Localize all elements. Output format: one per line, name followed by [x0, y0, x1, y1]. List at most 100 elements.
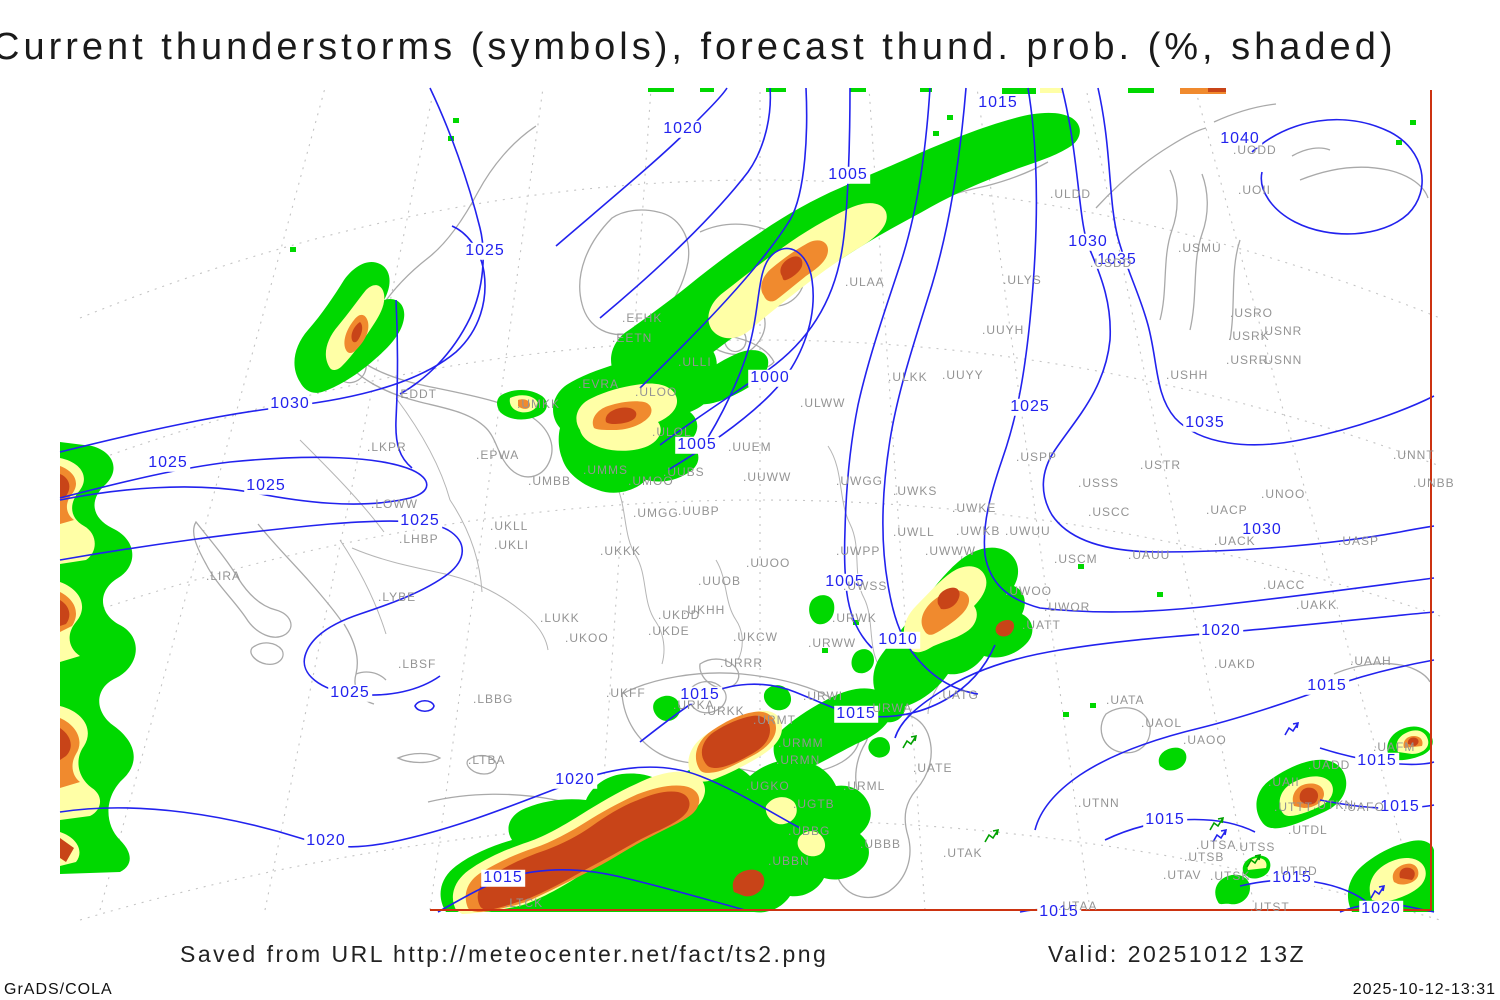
station-id-label: .UMKK — [517, 397, 561, 411]
station-id-label: .UKDD — [658, 608, 701, 622]
domain-border — [430, 90, 1432, 911]
station-id-label: .UKCW — [733, 630, 778, 644]
station-id-label: .ULAA — [845, 275, 885, 289]
station-id-label: .URML — [843, 779, 886, 793]
small-shading-dot — [1063, 712, 1069, 717]
station-id-label: .UGTB — [793, 797, 835, 811]
station-id-label: .ULOL — [652, 425, 692, 439]
station-id-label: .UAUU — [1128, 548, 1171, 562]
station-id-label: .LYBE — [378, 590, 417, 604]
station-id-label: .USNN — [1260, 353, 1303, 367]
station-id-label: .UUYY — [942, 368, 984, 382]
station-id-label: .UWUU — [1005, 524, 1051, 538]
small-shading-dot — [453, 118, 459, 123]
station-id-label: .EFHK — [622, 311, 663, 325]
station-id-label: .UKDE — [648, 624, 690, 638]
thunderstorm-symbol — [984, 828, 1000, 843]
station-id-label: .UKLI — [494, 538, 530, 552]
thunderstorm-symbol — [1212, 828, 1228, 843]
station-id-label: .UNOO — [1261, 487, 1306, 501]
isobar-label: 1025 — [463, 241, 507, 260]
station-id-label: .UAKD — [1214, 657, 1256, 671]
station-id-label: .UTTT — [1274, 800, 1313, 814]
isobar-label: 1005 — [826, 165, 870, 184]
station-id-label: .UASP — [1338, 534, 1380, 548]
isobar-label: 1020 — [1359, 899, 1403, 918]
isobar-label: 1025 — [146, 453, 190, 472]
isobar-label: 1025 — [398, 511, 442, 530]
page-title: Current thunderstorms (symbols), forecas… — [0, 26, 1397, 68]
station-id-label: .EDDT — [396, 387, 437, 401]
station-id-label: .UWGG — [836, 474, 883, 488]
station-id-label: .LKPR — [367, 440, 407, 454]
station-id-label: .UACP — [1206, 503, 1248, 517]
station-id-label: .UTAV — [1163, 868, 1202, 882]
small-shading-dot — [822, 648, 828, 653]
isobar-label: 1020 — [304, 831, 348, 850]
station-id-label: .UWKB — [956, 524, 1001, 538]
station-id-label: .LOWW — [371, 497, 418, 511]
station-id-label: .EPWA — [476, 448, 520, 462]
station-id-label: .UAFM — [1373, 740, 1416, 754]
station-id-label: .UAOO — [1183, 733, 1227, 747]
isobar-label: 1015 — [834, 704, 878, 723]
isobar-label: 1035 — [1183, 413, 1227, 432]
station-id-label: .UMMS — [583, 463, 628, 477]
station-id-label: .URWA — [868, 701, 913, 715]
station-id-label: .UBBN — [768, 854, 810, 868]
station-id-label: .UMOO — [628, 474, 674, 488]
station-id-label: .UMBB — [528, 474, 572, 488]
station-id-label: .UTDL — [1288, 823, 1328, 837]
station-id-label: .USNR — [1260, 324, 1303, 338]
small-shading-dot — [1396, 140, 1402, 145]
probability-shading — [60, 88, 1434, 914]
station-id-label: .URKA — [673, 698, 715, 712]
station-id-label: .UNNT — [1393, 448, 1435, 462]
isobar-label: 1030 — [1066, 232, 1110, 251]
small-shading-dot — [1090, 703, 1096, 708]
thunderstorm-symbol — [1284, 721, 1300, 736]
station-id-label: .ULDD — [1050, 187, 1092, 201]
station-id-label: .ULLI — [678, 355, 712, 369]
thunderstorm-symbols-layer — [902, 721, 1386, 899]
station-id-label: .USRO — [1230, 306, 1274, 320]
isobar-label: 1005 — [675, 435, 719, 454]
station-id-label: .UUEM — [728, 440, 772, 454]
station-id-label: .URMN — [776, 753, 821, 767]
station-id-label: .UKLL — [490, 519, 529, 533]
station-id-label: .UNBB — [1413, 476, 1455, 490]
saved-from-url-text: Saved from URL http://meteocenter.net/fa… — [180, 941, 829, 967]
station-id-label: .ULYS — [1003, 273, 1042, 287]
valid-time-text: Valid: 20251012 13Z — [1048, 941, 1307, 967]
station-id-label: .UTAK — [943, 846, 983, 860]
isobar-label: 1015 — [1305, 676, 1349, 695]
station-id-label: .EVRA — [578, 377, 620, 391]
station-id-label: .USCC — [1088, 505, 1131, 519]
station-id-label: .UUOB — [698, 574, 742, 588]
station-id-label: .URMT — [753, 713, 796, 727]
isobar-label: 1015 — [1037, 902, 1081, 921]
isobar-label: 1015 — [1270, 868, 1314, 887]
station-id-label: .UATE — [913, 761, 953, 775]
station-id-label: .LTBA — [468, 753, 506, 767]
small-shading-dot — [290, 247, 296, 252]
station-id-label: .ULOO — [635, 385, 678, 399]
station-id-label: .UATT — [1022, 618, 1061, 632]
station-id-label: .UATA — [1106, 693, 1145, 707]
station-id-label: .USSS — [1078, 476, 1120, 490]
isobar-label: 1025 — [1008, 397, 1052, 416]
timestamp-text: 2025-10-12-13:31 — [1352, 981, 1496, 998]
station-id-label: .USMU — [1178, 241, 1222, 255]
station-id-label: .UUYH — [982, 323, 1025, 337]
station-id-label: .UMGG — [633, 506, 679, 520]
station-id-label: .LIRA — [206, 569, 242, 583]
isobar-label: 1015 — [678, 685, 722, 704]
thunderstorm-symbol — [1209, 816, 1225, 831]
station-id-label: .LBSF — [398, 657, 437, 671]
station-id-label: .UTKN — [1313, 798, 1354, 812]
station-id-label: .UTST — [1250, 900, 1290, 914]
isobar-label: 1015 — [1355, 751, 1399, 770]
station-id-label: .UWWW — [925, 544, 976, 558]
station-id-label: .ULKK — [888, 370, 928, 384]
